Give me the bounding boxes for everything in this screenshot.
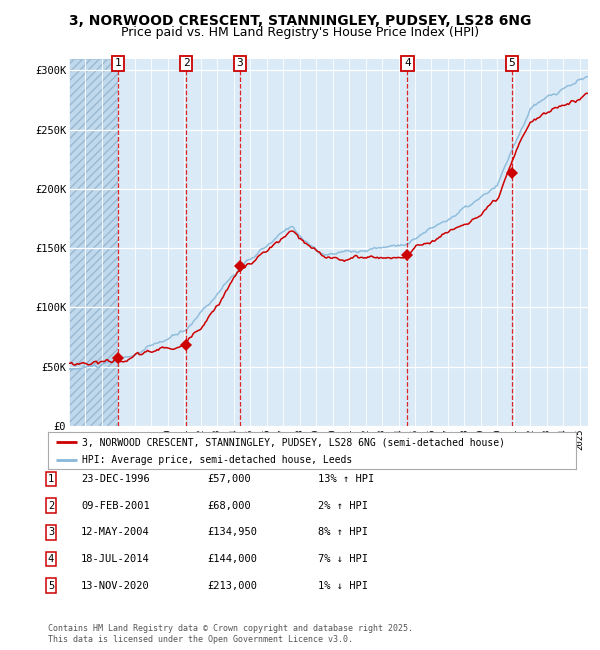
- Text: 2: 2: [183, 58, 190, 68]
- Text: Price paid vs. HM Land Registry's House Price Index (HPI): Price paid vs. HM Land Registry's House …: [121, 26, 479, 39]
- Text: 5: 5: [48, 580, 54, 591]
- Text: 23-DEC-1996: 23-DEC-1996: [81, 474, 150, 484]
- Text: 1: 1: [48, 474, 54, 484]
- Text: 3: 3: [236, 58, 243, 68]
- Text: 3, NORWOOD CRESCENT, STANNINGLEY, PUDSEY, LS28 6NG (semi-detached house): 3, NORWOOD CRESCENT, STANNINGLEY, PUDSEY…: [82, 437, 505, 447]
- Text: 3, NORWOOD CRESCENT, STANNINGLEY, PUDSEY, LS28 6NG: 3, NORWOOD CRESCENT, STANNINGLEY, PUDSEY…: [69, 14, 531, 29]
- Text: £134,950: £134,950: [207, 527, 257, 538]
- Text: HPI: Average price, semi-detached house, Leeds: HPI: Average price, semi-detached house,…: [82, 455, 353, 465]
- Text: £57,000: £57,000: [207, 474, 251, 484]
- Text: 4: 4: [404, 58, 411, 68]
- Text: 8% ↑ HPI: 8% ↑ HPI: [318, 527, 368, 538]
- Text: 2: 2: [48, 500, 54, 511]
- Text: £144,000: £144,000: [207, 554, 257, 564]
- Text: 2% ↑ HPI: 2% ↑ HPI: [318, 500, 368, 511]
- Text: 1: 1: [115, 58, 121, 68]
- Text: 3: 3: [48, 527, 54, 538]
- Text: £68,000: £68,000: [207, 500, 251, 511]
- Text: 09-FEB-2001: 09-FEB-2001: [81, 500, 150, 511]
- Text: 5: 5: [508, 58, 515, 68]
- Text: 18-JUL-2014: 18-JUL-2014: [81, 554, 150, 564]
- Text: 7% ↓ HPI: 7% ↓ HPI: [318, 554, 368, 564]
- Text: 13-NOV-2020: 13-NOV-2020: [81, 580, 150, 591]
- Text: £213,000: £213,000: [207, 580, 257, 591]
- Text: Contains HM Land Registry data © Crown copyright and database right 2025.
This d: Contains HM Land Registry data © Crown c…: [48, 624, 413, 644]
- Bar: [69, 58, 118, 426]
- Text: 12-MAY-2004: 12-MAY-2004: [81, 527, 150, 538]
- Text: 13% ↑ HPI: 13% ↑ HPI: [318, 474, 374, 484]
- Text: 4: 4: [48, 554, 54, 564]
- Text: 1% ↓ HPI: 1% ↓ HPI: [318, 580, 368, 591]
